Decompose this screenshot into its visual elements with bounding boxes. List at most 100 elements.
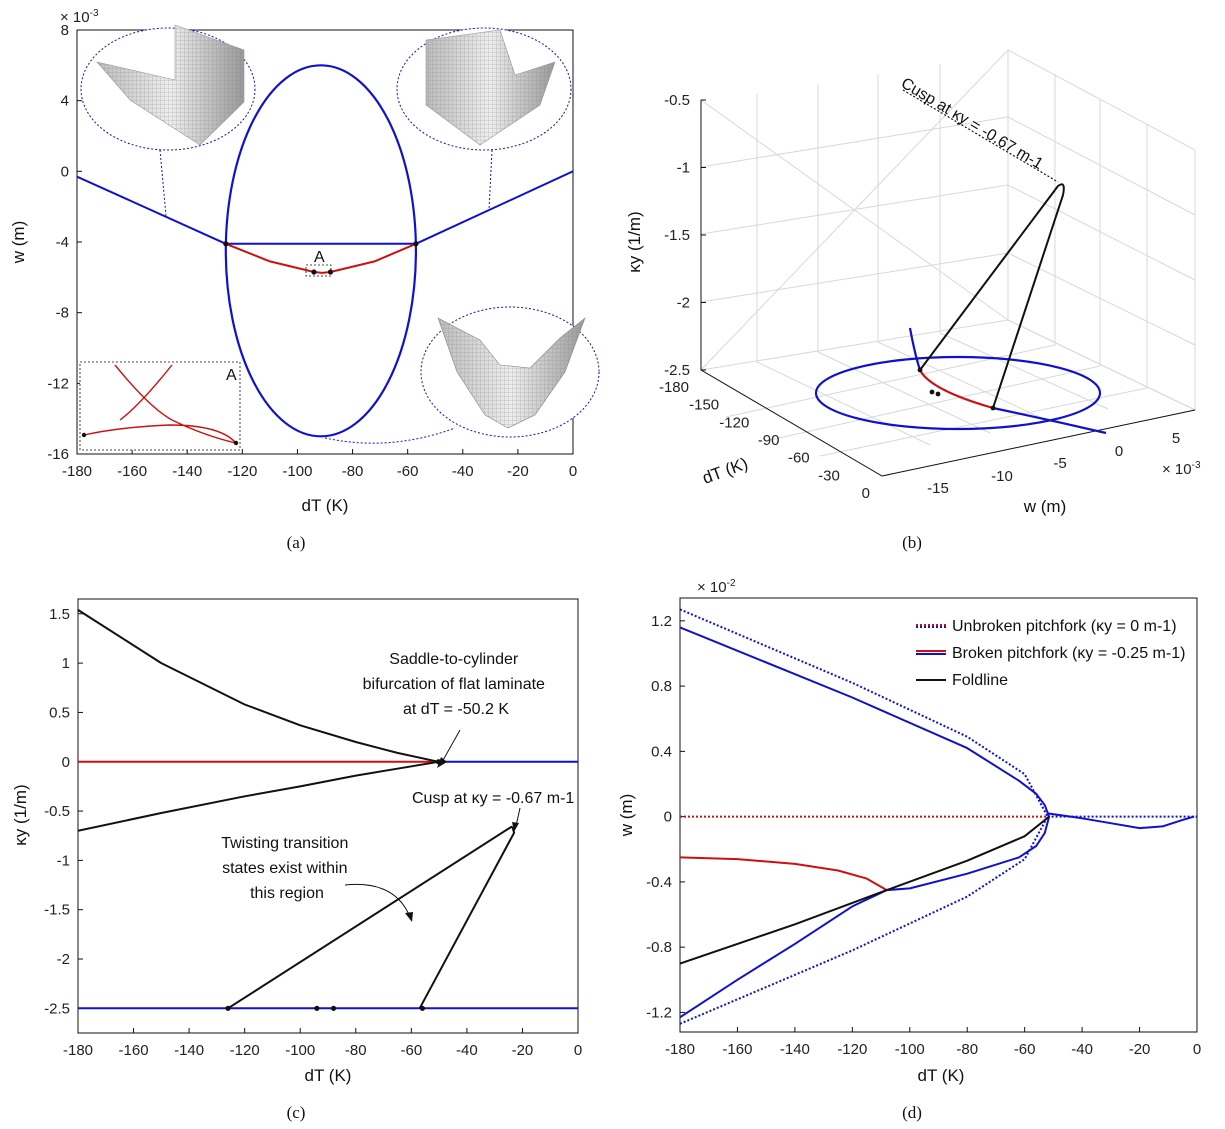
y-tick-label: 1.5 bbox=[49, 606, 70, 623]
x-tick-label: 0 bbox=[1193, 1041, 1201, 1058]
x-tick-label: -180 bbox=[63, 1042, 93, 1059]
x-tick-label: -60 bbox=[400, 1042, 422, 1059]
y-tick-label: -2 bbox=[677, 295, 690, 312]
series-line bbox=[224, 64, 418, 438]
x-tick-label: -140 bbox=[780, 1041, 810, 1058]
panel-c: -180 -160 -140 -120 -100 -80 -60 -40 -20 0 -2.5 -2 -… bbox=[11, 598, 582, 1122]
x-tick-label: -180 bbox=[665, 1041, 695, 1058]
x-tick-label: 0 bbox=[574, 1042, 582, 1059]
d-ylabel: w (m) bbox=[617, 794, 636, 837]
data-point bbox=[330, 1005, 337, 1011]
b-xlabel: w (m) bbox=[1023, 497, 1066, 516]
mesh-inset-cylinder bbox=[324, 306, 600, 444]
y-tick-label: 0.4 bbox=[651, 743, 672, 760]
b-y-ticks: -2.5 -2 -1.5 -1 -0.5 bbox=[664, 92, 706, 379]
panel-d: -180 -160 -140 -120 -100 -80 -60 -40 -20 0 -1.2 -0.… bbox=[617, 578, 1201, 1122]
c-saddle-annotation: Saddle-to-cylinder bifurcation of flat l… bbox=[363, 651, 550, 718]
region-box-a bbox=[305, 264, 332, 277]
a-series bbox=[77, 64, 573, 438]
axes-frame-d bbox=[679, 597, 1198, 1033]
y-tick-label: -0.4 bbox=[646, 874, 672, 891]
x-tick-label: -160 bbox=[117, 463, 147, 480]
c-twist-arrow bbox=[344, 883, 411, 918]
b-cusp-annotation: Cusp at κy = -0.67 m-1 bbox=[898, 75, 1046, 173]
y-tick-label: 0 bbox=[664, 809, 672, 826]
y-tick-label: -2.5 bbox=[664, 362, 690, 379]
a-y-multiplier: × 10-3 bbox=[60, 8, 99, 26]
x-tick-label: -40 bbox=[452, 463, 474, 480]
series-line bbox=[225, 242, 417, 274]
y-tick-label: -1 bbox=[677, 160, 690, 177]
series-line bbox=[680, 608, 1049, 818]
c-twist-arrowhead bbox=[405, 912, 413, 922]
z-tick-label: -30 bbox=[818, 467, 840, 484]
series-line bbox=[78, 609, 439, 763]
x-tick-label: -10 bbox=[991, 468, 1013, 485]
b-x-ticks: -15 -10 -5 0 5 bbox=[927, 430, 1180, 497]
y-tick-label: -1 bbox=[57, 852, 70, 869]
z-tick-label: -180 bbox=[659, 379, 689, 396]
x-tick-label: -40 bbox=[456, 1042, 478, 1059]
b-axes-lines bbox=[700, 100, 1196, 477]
a-ylabel: w (m) bbox=[9, 221, 28, 264]
data-point bbox=[225, 1005, 231, 1011]
b-zlabel: dT (K) bbox=[700, 454, 751, 488]
mesh-inset-saddle-left bbox=[80, 24, 256, 217]
y-tick-label: -0.5 bbox=[664, 92, 690, 109]
d-series bbox=[680, 608, 1197, 1025]
x-tick-label: -140 bbox=[172, 463, 202, 480]
d-xlabel: dT (K) bbox=[918, 1066, 965, 1085]
y-tick-label: -16 bbox=[47, 446, 69, 463]
y-tick-label: -1.2 bbox=[646, 1004, 672, 1021]
d-legend: Unbroken pitchfork (κy = 0 m-1) Broken p… bbox=[916, 618, 1185, 689]
series-line bbox=[680, 816, 1049, 1025]
y-tick-label: 0.5 bbox=[49, 704, 70, 721]
c-cusp-annotation: Cusp at κy = -0.67 m-1 bbox=[412, 790, 574, 807]
y-tick-label: 0 bbox=[62, 754, 70, 771]
y-tick-label: 8 bbox=[61, 22, 69, 39]
x-tick-label: -20 bbox=[512, 1042, 534, 1059]
y-tick-label: -12 bbox=[47, 375, 69, 392]
z-tick-label: -60 bbox=[788, 450, 810, 467]
x-tick-label: -60 bbox=[1014, 1041, 1036, 1058]
data-point bbox=[413, 241, 419, 247]
x-tick-label: -60 bbox=[397, 463, 419, 480]
y-tick-label: -2.5 bbox=[44, 1000, 70, 1017]
x-tick-label: -15 bbox=[927, 480, 949, 497]
x-tick-label: -140 bbox=[174, 1042, 204, 1059]
x-tick-label: 0 bbox=[569, 463, 577, 480]
y-tick-label: -4 bbox=[56, 234, 69, 251]
inset-label-a: A bbox=[226, 367, 237, 384]
x-tick-label: -100 bbox=[282, 463, 312, 480]
d-y-multiplier: × 10-2 bbox=[697, 578, 736, 596]
data-point bbox=[223, 241, 229, 247]
x-tick-label: -120 bbox=[227, 463, 257, 480]
data-point bbox=[311, 269, 317, 275]
y-tick-label: 1 bbox=[62, 655, 70, 672]
series-line bbox=[78, 760, 439, 832]
x-tick-label: -40 bbox=[1071, 1041, 1093, 1058]
y-tick-label: -1.5 bbox=[664, 227, 690, 244]
caption-a: (a) bbox=[287, 533, 306, 552]
z-tick-label: -90 bbox=[758, 432, 780, 449]
z-tick-label: -120 bbox=[719, 414, 749, 431]
x-tick-label: -80 bbox=[342, 463, 364, 480]
series-line bbox=[1047, 812, 1195, 830]
caption-d: (d) bbox=[902, 1103, 922, 1122]
z-tick-label: -150 bbox=[689, 397, 719, 414]
x-tick-label: -20 bbox=[507, 463, 529, 480]
x-tick-label: -100 bbox=[285, 1042, 315, 1059]
region-label-a: A bbox=[314, 249, 325, 266]
x-tick-label: -20 bbox=[1129, 1041, 1151, 1058]
x-tick-label: -160 bbox=[119, 1042, 149, 1059]
y-tick-label: -0.8 bbox=[646, 939, 672, 956]
data-point bbox=[314, 1005, 320, 1011]
legend-label-broken: Broken pitchfork (κy = -0.25 m-1) bbox=[952, 645, 1185, 662]
c-series bbox=[78, 609, 578, 1011]
zoom-inset-a: A bbox=[79, 361, 241, 451]
y-tick-label: 0 bbox=[61, 163, 69, 180]
series-line bbox=[680, 856, 888, 891]
c-saddle-arrow bbox=[441, 729, 461, 763]
b-curves bbox=[814, 89, 1107, 435]
